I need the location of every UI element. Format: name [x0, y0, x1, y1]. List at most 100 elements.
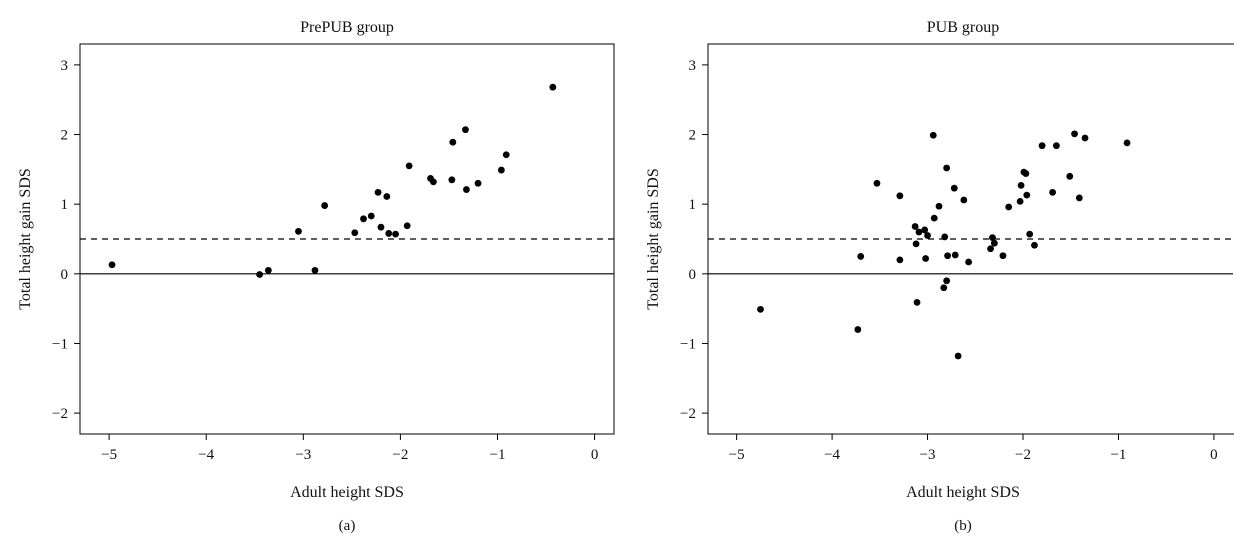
data-point	[943, 277, 951, 285]
data-point	[935, 202, 943, 210]
x-tick-label: −2	[392, 447, 408, 463]
y-tick-label: 3	[689, 58, 697, 74]
data-point	[377, 223, 385, 231]
data-point	[929, 131, 937, 139]
data-point	[924, 232, 931, 239]
y-tick-label: −2	[680, 406, 696, 422]
x-axis-title: Adult height SDS	[906, 484, 1020, 501]
y-tick-label: −1	[680, 336, 696, 352]
data-point	[367, 212, 375, 220]
x-tick-label: 0	[1210, 447, 1218, 463]
data-point	[474, 179, 482, 187]
x-axis-title: Adult height SDS	[290, 484, 404, 501]
data-point	[854, 326, 862, 333]
data-point	[896, 192, 904, 200]
data-point	[913, 298, 921, 306]
data-point	[999, 252, 1007, 260]
data-point	[989, 234, 996, 242]
x-tick-label: −2	[1015, 447, 1031, 463]
x-tick-label: −4	[824, 447, 840, 463]
data-point	[896, 256, 904, 264]
data-point	[321, 202, 329, 209]
data-point	[990, 239, 998, 247]
data-point	[965, 258, 972, 266]
panel-label-b: (b)	[954, 518, 972, 534]
data-point	[462, 126, 469, 134]
y-tick-label: 0	[689, 267, 697, 283]
data-point	[921, 226, 929, 234]
data-point	[392, 230, 399, 238]
x-tick-label: −5	[101, 447, 117, 463]
data-point	[374, 188, 382, 196]
data-point	[987, 245, 994, 253]
data-point	[1016, 197, 1024, 205]
data-point	[943, 164, 951, 172]
data-point	[449, 138, 457, 146]
x-tick-label: −1	[1110, 447, 1126, 463]
x-tick-label: 0	[591, 447, 599, 463]
data-point	[915, 228, 923, 236]
data-point	[311, 266, 319, 274]
data-point	[1081, 134, 1089, 142]
y-tick-label: 1	[689, 197, 697, 213]
data-point	[430, 178, 437, 186]
data-point	[1049, 188, 1056, 196]
y-tick-label: 2	[689, 128, 697, 144]
data-point	[1026, 230, 1034, 238]
data-point	[857, 253, 865, 260]
data-point	[1023, 191, 1031, 199]
data-point	[873, 179, 881, 187]
data-point	[1022, 170, 1030, 177]
y-tick-label: −2	[52, 406, 68, 422]
data-point	[757, 305, 764, 313]
y-axis-title: Total height gain SDS	[17, 168, 34, 310]
panel-title: PUB group	[927, 19, 999, 36]
data-point	[1005, 203, 1013, 211]
data-point	[1123, 139, 1131, 147]
y-tick-label: 3	[61, 58, 69, 74]
data-point	[1053, 142, 1060, 150]
panel-pub: PUB group Adult height SDS Total height …	[645, 19, 1234, 534]
data-point	[944, 252, 951, 260]
y-tick-label: 2	[61, 128, 69, 144]
data-point	[960, 196, 968, 204]
data-point	[295, 227, 302, 235]
data-point	[403, 222, 411, 230]
data-point	[497, 166, 505, 174]
data-point	[1075, 194, 1083, 202]
data-point	[448, 176, 456, 184]
data-point	[922, 255, 930, 262]
data-point	[385, 230, 393, 237]
data-point	[912, 240, 920, 248]
data-point	[264, 266, 272, 274]
data-point	[940, 284, 948, 292]
data-point	[549, 83, 557, 91]
data-point	[941, 233, 949, 241]
x-tick-label: −3	[295, 447, 311, 463]
data-point	[930, 214, 938, 222]
data-point	[1066, 172, 1074, 180]
data-point	[1017, 181, 1025, 189]
panel-label-a: (a)	[339, 518, 356, 534]
data-point	[256, 271, 264, 278]
x-tick-label: −5	[729, 447, 745, 463]
y-tick-label: 1	[61, 197, 69, 213]
data-point	[351, 229, 359, 237]
y-tick-label: 0	[61, 267, 69, 283]
data-point	[950, 184, 958, 192]
data-point	[360, 215, 367, 223]
data-point	[911, 223, 919, 230]
x-tick-label: −3	[920, 447, 936, 463]
data-point	[502, 151, 510, 159]
x-tick-label: −4	[198, 447, 214, 463]
data-point	[405, 162, 413, 170]
data-point	[1031, 241, 1038, 249]
data-point	[1038, 142, 1046, 150]
data-point	[108, 261, 116, 269]
panel-prepub: PrePUB group Adult height SDS Total heig…	[17, 19, 615, 534]
x-tick-label: −1	[490, 447, 506, 463]
y-axis-title: Total height gain SDS	[645, 168, 662, 310]
data-point	[383, 193, 391, 200]
